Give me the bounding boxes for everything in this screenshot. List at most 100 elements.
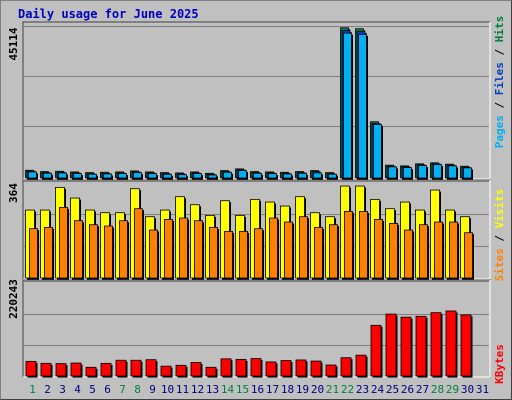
day-label-20: 20 [311, 383, 324, 396]
bar-pages-day-7 [118, 173, 127, 179]
bar-pages-day-6 [103, 173, 112, 179]
bar-pages-day-8 [133, 172, 142, 179]
bar-sites-day-29 [449, 221, 458, 279]
day-label-3: 3 [59, 383, 66, 396]
bar-sites-day-2 [44, 226, 53, 279]
bar-pages-day-1 [28, 171, 37, 179]
bar-sites-day-15 [239, 230, 248, 279]
bar-pages-day-10 [163, 173, 172, 179]
bar-pages-day-18 [283, 173, 292, 179]
bar-sites-day-16 [254, 228, 263, 279]
bar-sites-day-1 [29, 228, 38, 279]
bar-kbytes-day-19 [295, 359, 307, 377]
bar-kbytes-day-4 [70, 362, 82, 377]
bar-sites-day-6 [104, 225, 113, 279]
bar-kbytes-day-10 [160, 365, 172, 377]
legend-hits-files-pages: Pages / Files / Hits [493, 16, 506, 149]
bar-kbytes-day-1 [25, 360, 37, 377]
bar-sites-day-10 [164, 218, 173, 279]
bar-sites-day-23 [359, 210, 368, 279]
bar-pages-day-20 [313, 172, 322, 179]
day-label-14: 14 [221, 383, 235, 396]
bar-kbytes-day-26 [400, 316, 412, 377]
bar-pages-day-9 [148, 173, 157, 179]
bar-kbytes-day-9 [145, 359, 157, 377]
day-label-29: 29 [446, 383, 459, 396]
bar-kbytes-day-8 [130, 359, 142, 377]
bar-pages-day-26 [403, 167, 412, 179]
bar-kbytes-day-30 [460, 314, 472, 377]
bar-sites-day-9 [149, 229, 158, 279]
bar-sites-day-5 [89, 224, 98, 279]
day-label-2: 2 [44, 383, 51, 396]
day-label-19: 19 [296, 383, 309, 396]
legend-pages: Pages [493, 115, 506, 148]
bar-pages-day-4 [73, 173, 82, 179]
bar-pages-day-12 [193, 173, 202, 179]
bar-pages-day-13 [208, 174, 217, 179]
bar-kbytes-day-28 [430, 312, 442, 377]
bar-sites-day-25 [389, 222, 398, 279]
bar-pages-day-25 [388, 166, 397, 179]
bar-kbytes-day-18 [280, 360, 292, 377]
bar-sites-day-27 [419, 224, 428, 279]
bar-pages-day-30 [463, 167, 472, 179]
legend-sites: Sites [493, 248, 506, 281]
bar-kbytes-day-17 [265, 361, 277, 377]
bar-kbytes-day-27 [415, 315, 427, 377]
day-label-9: 9 [149, 383, 156, 396]
day-label-4: 4 [74, 383, 81, 396]
bar-kbytes-day-3 [55, 363, 67, 377]
bar-pages-day-17 [268, 173, 277, 179]
bar-pages-day-11 [178, 174, 187, 179]
legend-hits: Hits [493, 16, 506, 43]
legend-kbytes: KBytes [493, 344, 506, 384]
day-label-5: 5 [89, 383, 96, 396]
bar-sites-day-22 [344, 210, 353, 279]
day-label-8: 8 [134, 383, 141, 396]
legend-separator: / [493, 42, 506, 62]
bar-sites-day-20 [314, 226, 323, 279]
bar-pages-day-16 [253, 172, 262, 179]
legend-files: Files [493, 62, 506, 95]
bar-kbytes-day-15 [235, 358, 247, 377]
bar-kbytes-day-22 [340, 357, 352, 377]
bar-sites-day-21 [329, 224, 338, 279]
bar-sites-day-17 [269, 217, 278, 279]
bar-pages-day-3 [58, 172, 67, 179]
bar-sites-day-3 [59, 206, 68, 279]
legend-separator: / [493, 228, 506, 248]
bar-sites-day-12 [194, 220, 203, 279]
bar-kbytes-day-6 [100, 362, 112, 377]
max-label-hits: 45114 [7, 27, 20, 60]
bar-kbytes-day-16 [250, 358, 262, 377]
max-label-visits: 364 [7, 183, 20, 203]
day-label-26: 26 [401, 383, 414, 396]
day-label-27: 27 [416, 383, 429, 396]
bar-pages-day-27 [418, 165, 427, 179]
day-label-31: 31 [476, 383, 489, 396]
bar-sites-day-11 [179, 217, 188, 279]
bar-pages-day-21 [328, 173, 337, 179]
bar-sites-day-19 [299, 216, 308, 279]
day-label-13: 13 [206, 383, 219, 396]
day-label-22: 22 [341, 383, 354, 396]
bar-pages-day-2 [43, 172, 52, 179]
bar-kbytes-day-12 [190, 362, 202, 377]
bar-kbytes-day-13 [205, 366, 217, 377]
bar-sites-day-26 [404, 229, 413, 279]
legend-kbytes: KBytes [493, 344, 506, 384]
bar-sites-day-30 [464, 232, 473, 279]
day-label-18: 18 [281, 383, 294, 396]
bar-kbytes-day-2 [40, 362, 52, 377]
day-label-7: 7 [119, 383, 126, 396]
bar-pages-day-23 [358, 34, 367, 179]
day-label-24: 24 [371, 383, 385, 396]
bar-kbytes-day-29 [445, 310, 457, 377]
bar-kbytes-day-24 [370, 324, 382, 377]
bar-kbytes-day-25 [385, 313, 397, 377]
bar-kbytes-day-20 [310, 360, 322, 377]
bar-kbytes-day-14 [220, 358, 232, 377]
day-label-23: 23 [356, 383, 369, 396]
